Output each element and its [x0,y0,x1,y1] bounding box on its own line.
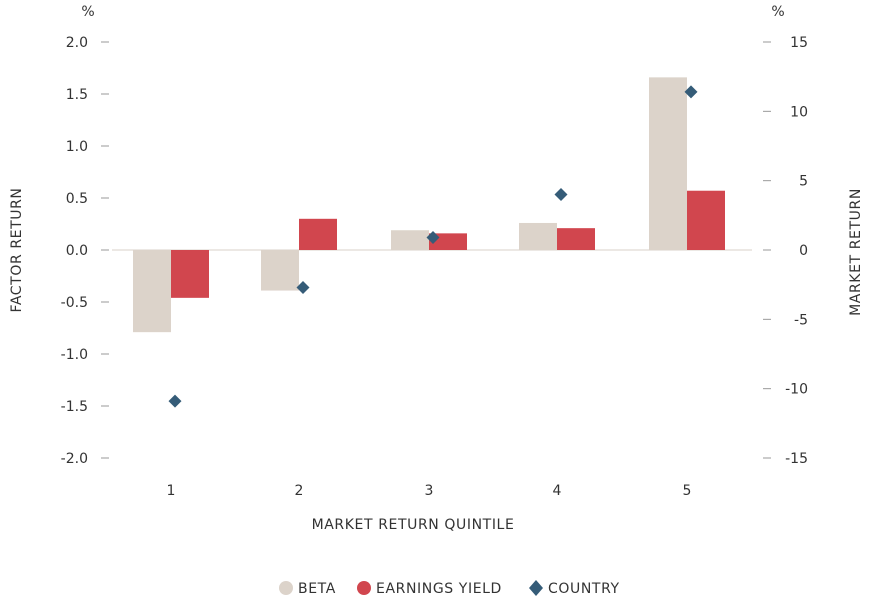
y2-axis-title: MARKET RETURN [848,188,864,316]
right-tick-label: 5 [799,174,808,190]
point-country-q2 [296,280,310,294]
legend-label-earnings-yield: EARNINGS YIELD [376,581,502,597]
left-tick-label: 0.5 [66,191,88,207]
bar-beta-q4 [519,222,557,250]
x-axis-title: MARKET RETURN QUINTILE [312,517,515,533]
bar-earnings-yield-q5 [687,190,725,250]
right-tick-label: -15 [785,451,808,467]
left-tick-label: 2.0 [66,35,88,51]
left-tick-label: -1.0 [61,347,88,363]
x-tick-label: 2 [295,483,304,499]
x-tick-label: 1 [167,483,176,499]
right-tick-label: 15 [790,35,808,51]
left-axis-unit: % [81,4,94,20]
legend-swatch-country [529,580,543,596]
x-tick-label: 5 [683,483,692,499]
legend-swatch-earnings-yield [357,581,371,595]
right-axis-unit: % [771,4,784,20]
point-country-q5 [684,85,698,99]
point-country-q4 [554,188,568,202]
point-country-q3 [426,231,440,245]
legend-label-beta: BETA [298,581,336,597]
scatter-marks [168,85,698,408]
point-country-q1 [168,394,182,408]
bar-beta-q5 [649,77,687,250]
y-axis-title: FACTOR RETURN [9,188,25,313]
right-tick-label: 10 [790,104,808,120]
x-axis: 1 2 3 4 5 [167,483,692,499]
bar-beta-q1 [133,250,171,333]
left-tick-label: -2.0 [61,451,88,467]
legend: BETA EARNINGS YIELD COUNTRY [279,580,620,597]
left-axis: 2.0 1.5 1.0 0.5 0.0 -0.5 -1.0 -1.5 -2.0 [61,35,109,467]
x-tick-label: 3 [425,483,434,499]
left-tick-label: 0.0 [66,243,88,259]
left-tick-label: 1.5 [66,87,88,103]
bar-earnings-yield-q4 [557,228,595,250]
left-tick-label: -1.5 [61,399,88,415]
bar-earnings-yield-q2 [299,218,337,250]
bar-earnings-yield-q1 [171,250,209,298]
legend-swatch-beta [279,581,293,595]
bar-marks [133,77,725,333]
x-tick-label: 4 [553,483,562,499]
bar-beta-q2 [261,250,299,291]
left-tick-label: -0.5 [61,295,88,311]
legend-label-country: COUNTRY [548,581,620,597]
right-tick-label: -10 [785,382,808,398]
left-tick-label: 1.0 [66,139,88,155]
right-axis: 15 10 5 0 -5 -10 -15 [763,35,808,467]
bar-beta-q3 [391,230,429,250]
right-tick-label: 0 [799,243,808,259]
right-tick-label: -5 [794,312,808,328]
